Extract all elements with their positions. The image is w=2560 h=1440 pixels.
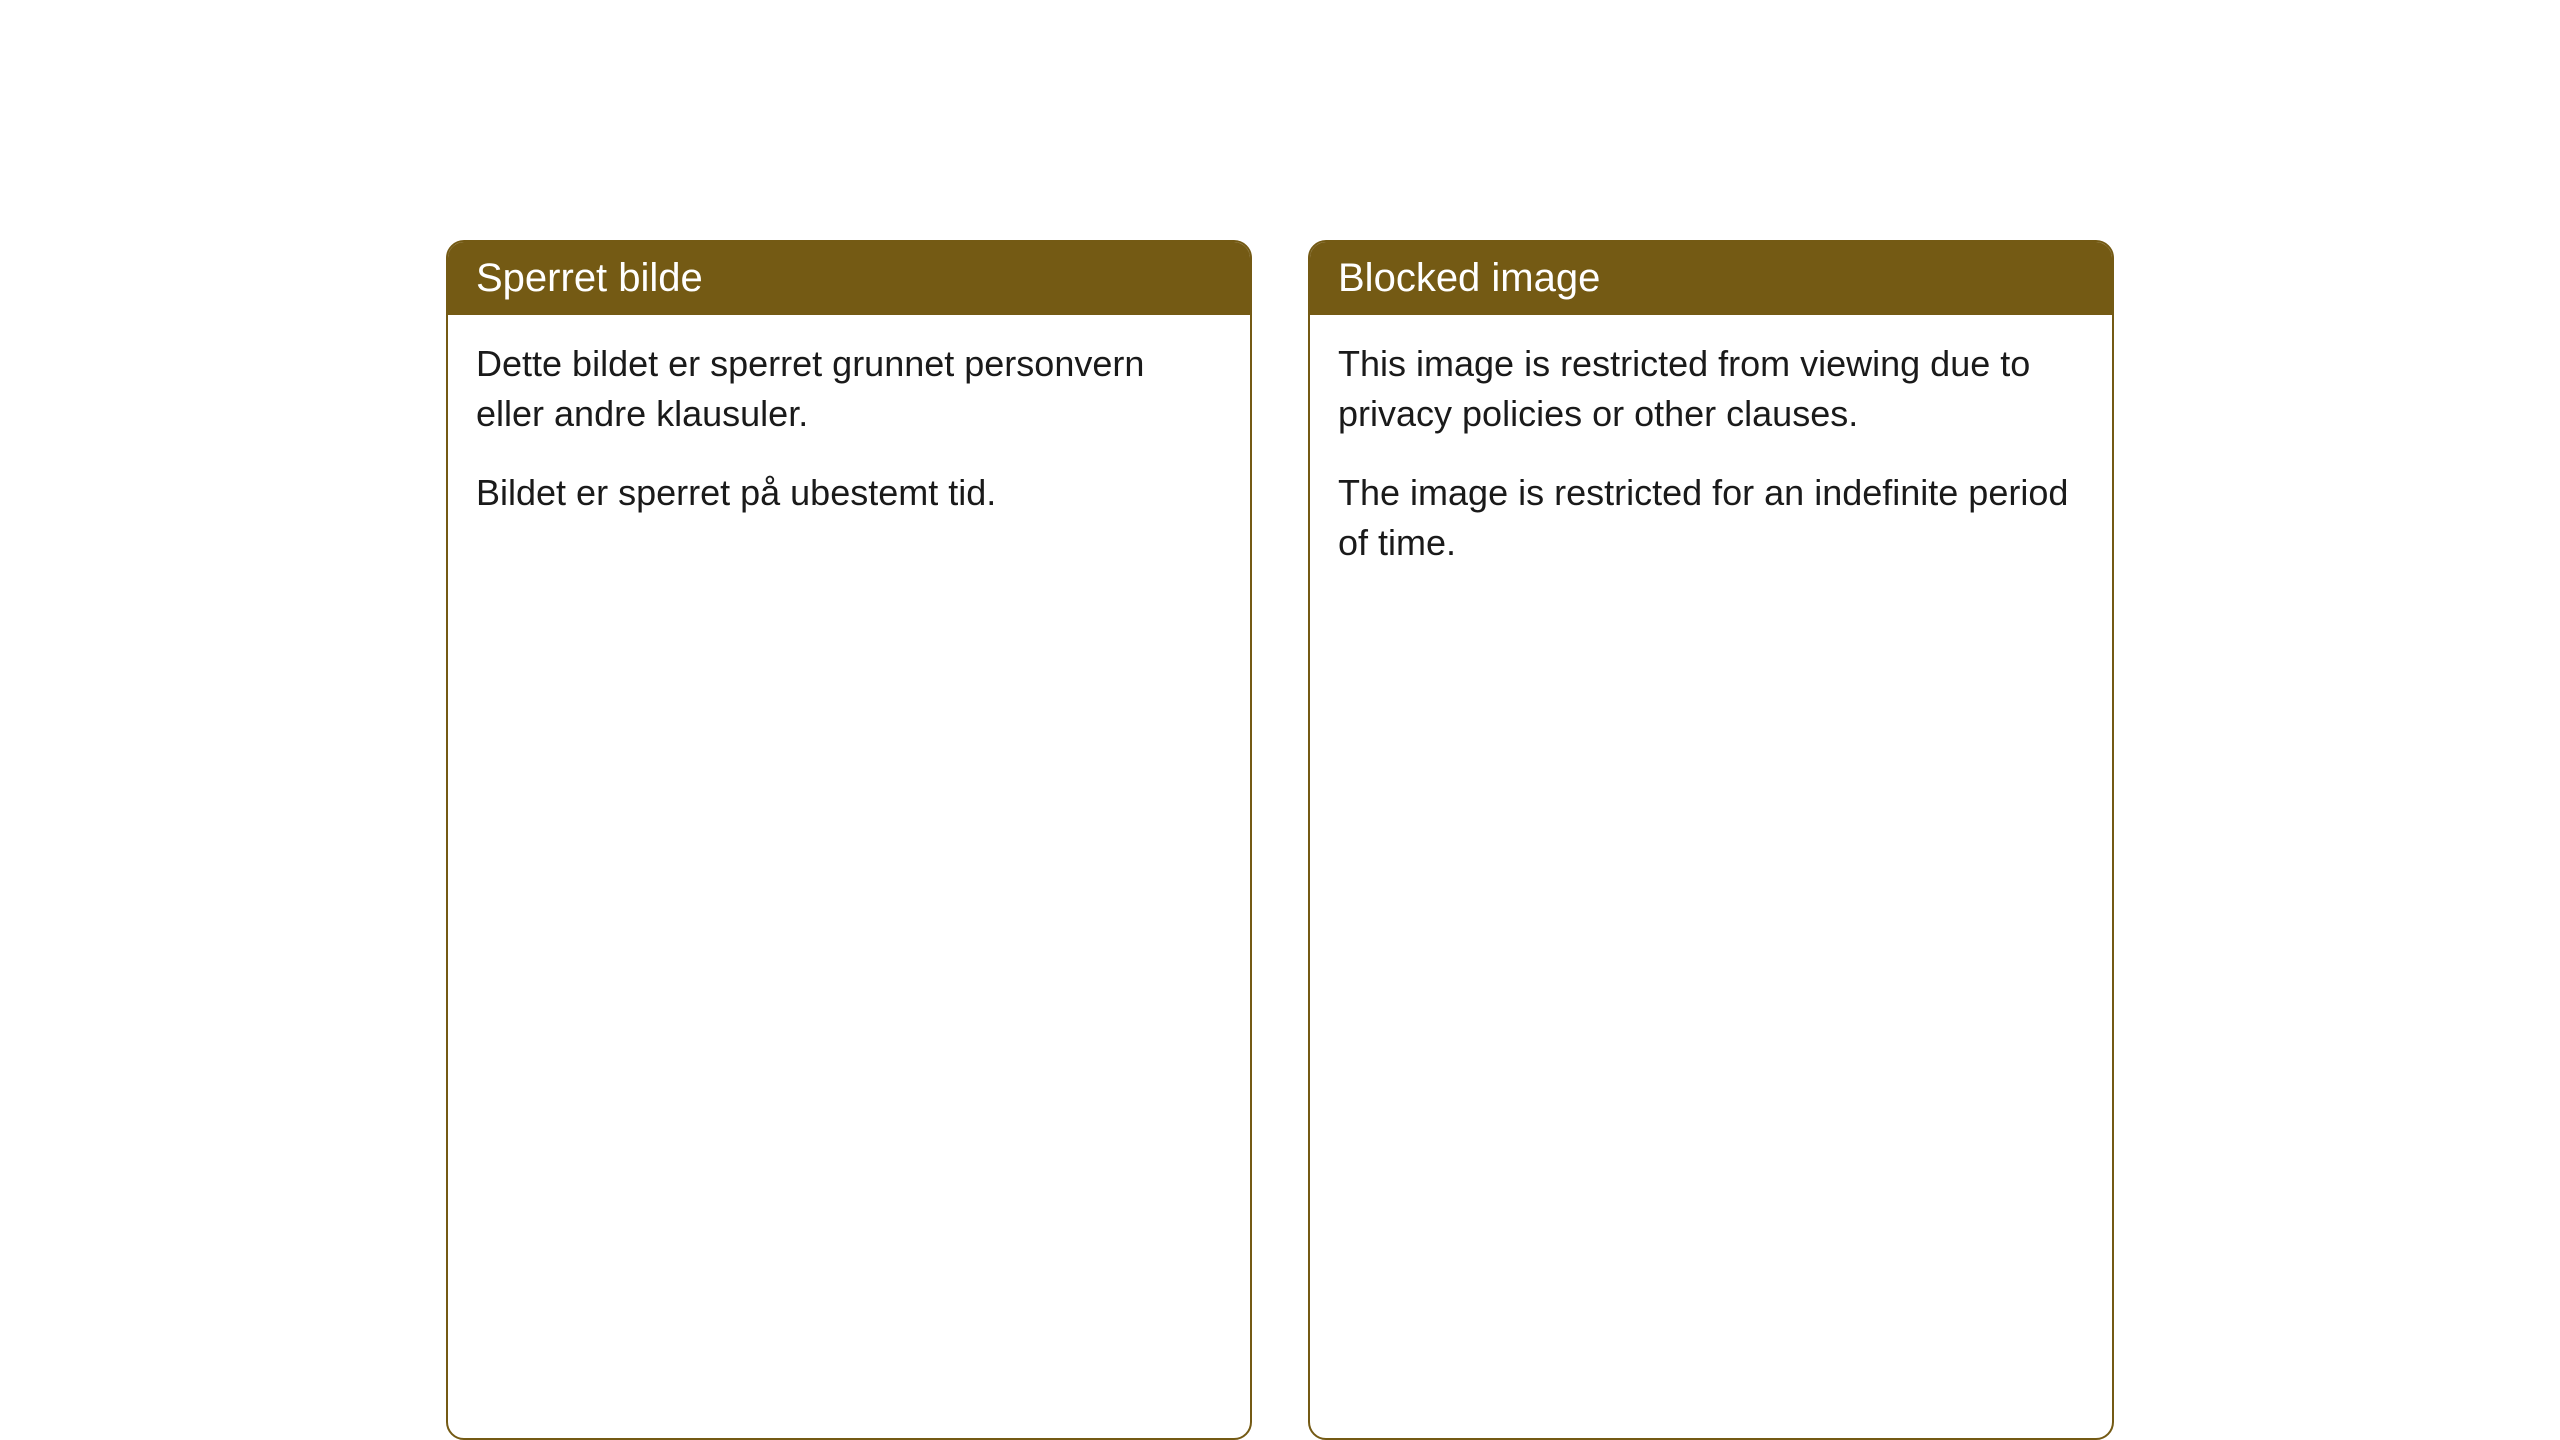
- notice-body-english: This image is restricted from viewing du…: [1310, 315, 2112, 1438]
- notice-header-english: Blocked image: [1310, 242, 2112, 315]
- notice-card-norwegian: Sperret bilde Dette bildet er sperret gr…: [446, 240, 1252, 1440]
- notice-body-norwegian: Dette bildet er sperret grunnet personve…: [448, 315, 1250, 1438]
- notice-paragraph: Bildet er sperret på ubestemt tid.: [476, 468, 1222, 518]
- notice-paragraph: Dette bildet er sperret grunnet personve…: [476, 339, 1222, 440]
- notice-paragraph: This image is restricted from viewing du…: [1338, 339, 2084, 440]
- notice-title: Blocked image: [1338, 256, 1600, 300]
- notice-paragraph: The image is restricted for an indefinit…: [1338, 468, 2084, 569]
- notice-card-english: Blocked image This image is restricted f…: [1308, 240, 2114, 1440]
- notice-container: Sperret bilde Dette bildet er sperret gr…: [446, 240, 2114, 1440]
- notice-title: Sperret bilde: [476, 256, 703, 300]
- notice-header-norwegian: Sperret bilde: [448, 242, 1250, 315]
